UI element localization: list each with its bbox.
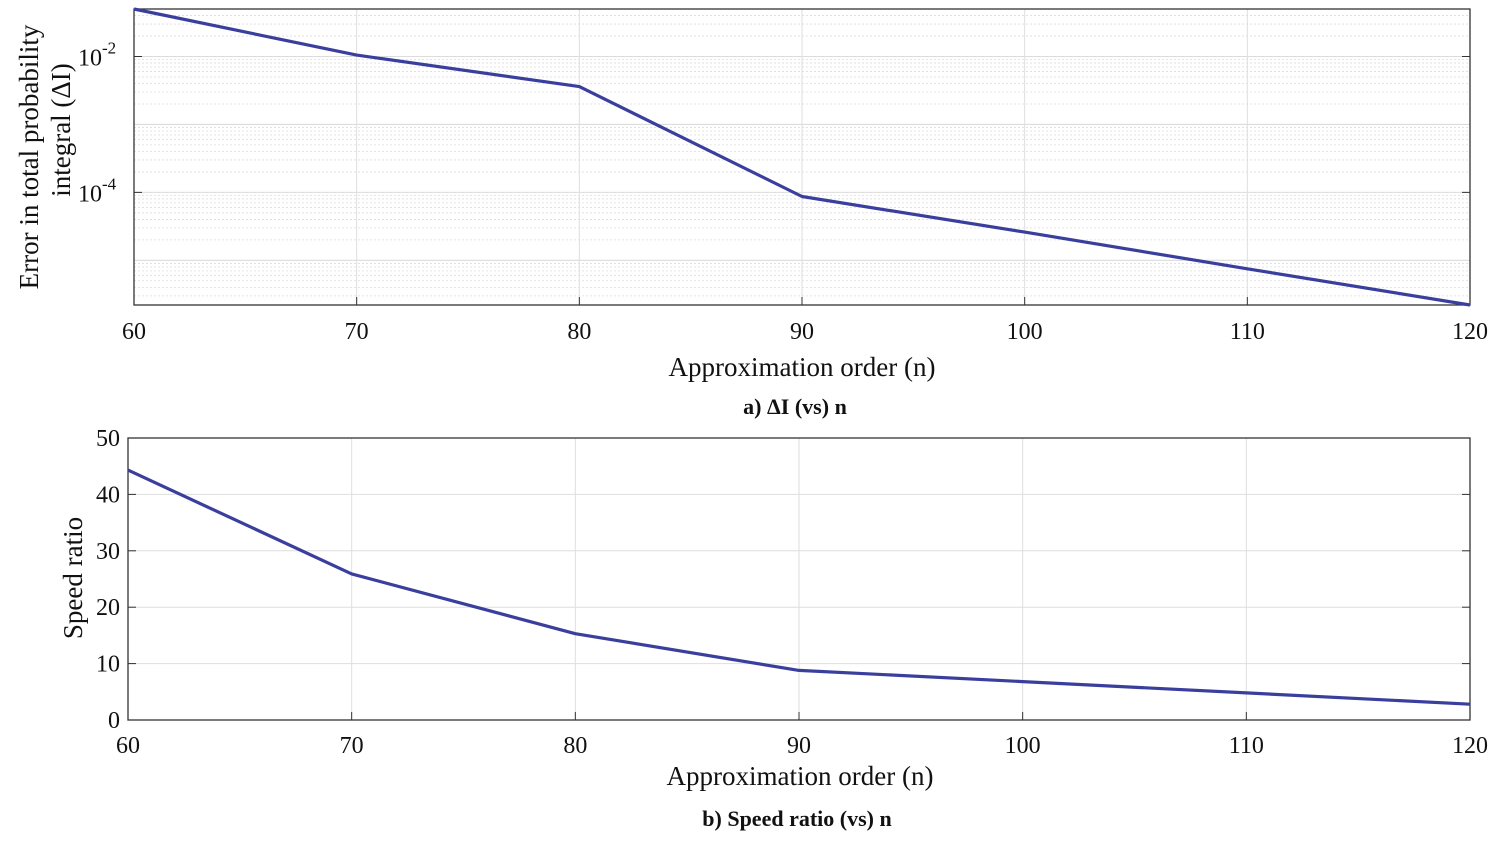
chart-a-point bbox=[133, 8, 135, 10]
chart-a-xtick-label: 80 bbox=[567, 319, 591, 345]
chart-b-ytick-label: 0 bbox=[108, 708, 120, 734]
chart-a-xtick-label: 70 bbox=[345, 319, 369, 345]
chart-b-xtick-label: 60 bbox=[116, 733, 140, 759]
chart-b-xtick-label: 70 bbox=[340, 733, 364, 759]
chart-a-point bbox=[1469, 304, 1471, 306]
chart-a-xtick-label: 60 bbox=[122, 319, 146, 345]
chart-b-point bbox=[574, 633, 576, 635]
chart-b-xtick-label: 90 bbox=[787, 733, 811, 759]
chart-b-xtick-label: 120 bbox=[1452, 733, 1488, 759]
chart-a-xtick-label: 120 bbox=[1452, 319, 1488, 345]
chart-a-ylabel-line1: Error in total probability bbox=[14, 24, 44, 289]
chart-a-ytick-label: 10-2 bbox=[78, 38, 116, 71]
chart-b-ytick-label: 30 bbox=[96, 539, 120, 565]
chart-b-point bbox=[798, 669, 800, 671]
chart-a-ylabel-line2: integral (ΔI) bbox=[46, 63, 76, 197]
chart-b-xtick-label: 80 bbox=[563, 733, 587, 759]
chart-b-point bbox=[127, 469, 129, 471]
chart-a-xtick-label: 90 bbox=[790, 319, 814, 345]
chart-b-xtick-label: 110 bbox=[1229, 733, 1264, 759]
chart-a-grid bbox=[133, 8, 1471, 305]
chart-b-xtick-label: 100 bbox=[1005, 733, 1041, 759]
chart-a-xtick-label: 110 bbox=[1230, 319, 1265, 345]
chart-a-ticks: 60 70 80 90 100 110 120 10-2 10-4 bbox=[78, 38, 1488, 345]
chart-b-ytick-label: 20 bbox=[96, 595, 120, 621]
chart-b-ticks: 0 10 20 30 40 50 60 70 80 90 100 110 120 bbox=[96, 426, 1488, 759]
chart-a-xlabel: Approximation order (n) bbox=[669, 352, 936, 382]
chart-b-point bbox=[1022, 681, 1024, 683]
chart-a-caption: a) ΔI (vs) n bbox=[743, 394, 847, 419]
chart-a-point bbox=[801, 195, 803, 197]
chart-a-point bbox=[1024, 231, 1026, 233]
chart-a-point bbox=[578, 86, 580, 88]
chart-a-point bbox=[356, 54, 358, 56]
chart-b-point bbox=[1469, 703, 1471, 705]
chart-b-point bbox=[1245, 692, 1247, 694]
chart-b-caption: b) Speed ratio (vs) n bbox=[702, 806, 891, 831]
chart-b-ytick-label: 50 bbox=[96, 426, 120, 452]
chart-a-xtick-label: 100 bbox=[1007, 319, 1043, 345]
chart-a: 60 70 80 90 100 110 120 10-2 10-4 Error in total… bbox=[14, 7, 1488, 419]
chart-a-ytick-label: 10-4 bbox=[78, 174, 117, 207]
chart-b-point bbox=[351, 573, 353, 575]
chart-b-xlabel: Approximation order (n) bbox=[667, 761, 934, 791]
chart-a-point bbox=[1246, 268, 1248, 270]
chart-a-series bbox=[133, 7, 1471, 307]
chart-b-ytick-label: 10 bbox=[96, 652, 120, 678]
chart-b: 0 10 20 30 40 50 60 70 80 90 100 110 120 Speed ratio… bbox=[58, 426, 1488, 831]
chart-b-grid bbox=[127, 437, 1471, 721]
chart-b-ylabel: Speed ratio bbox=[58, 517, 88, 639]
chart-b-ytick-label: 40 bbox=[96, 482, 120, 508]
chart-b-series bbox=[127, 468, 1471, 706]
